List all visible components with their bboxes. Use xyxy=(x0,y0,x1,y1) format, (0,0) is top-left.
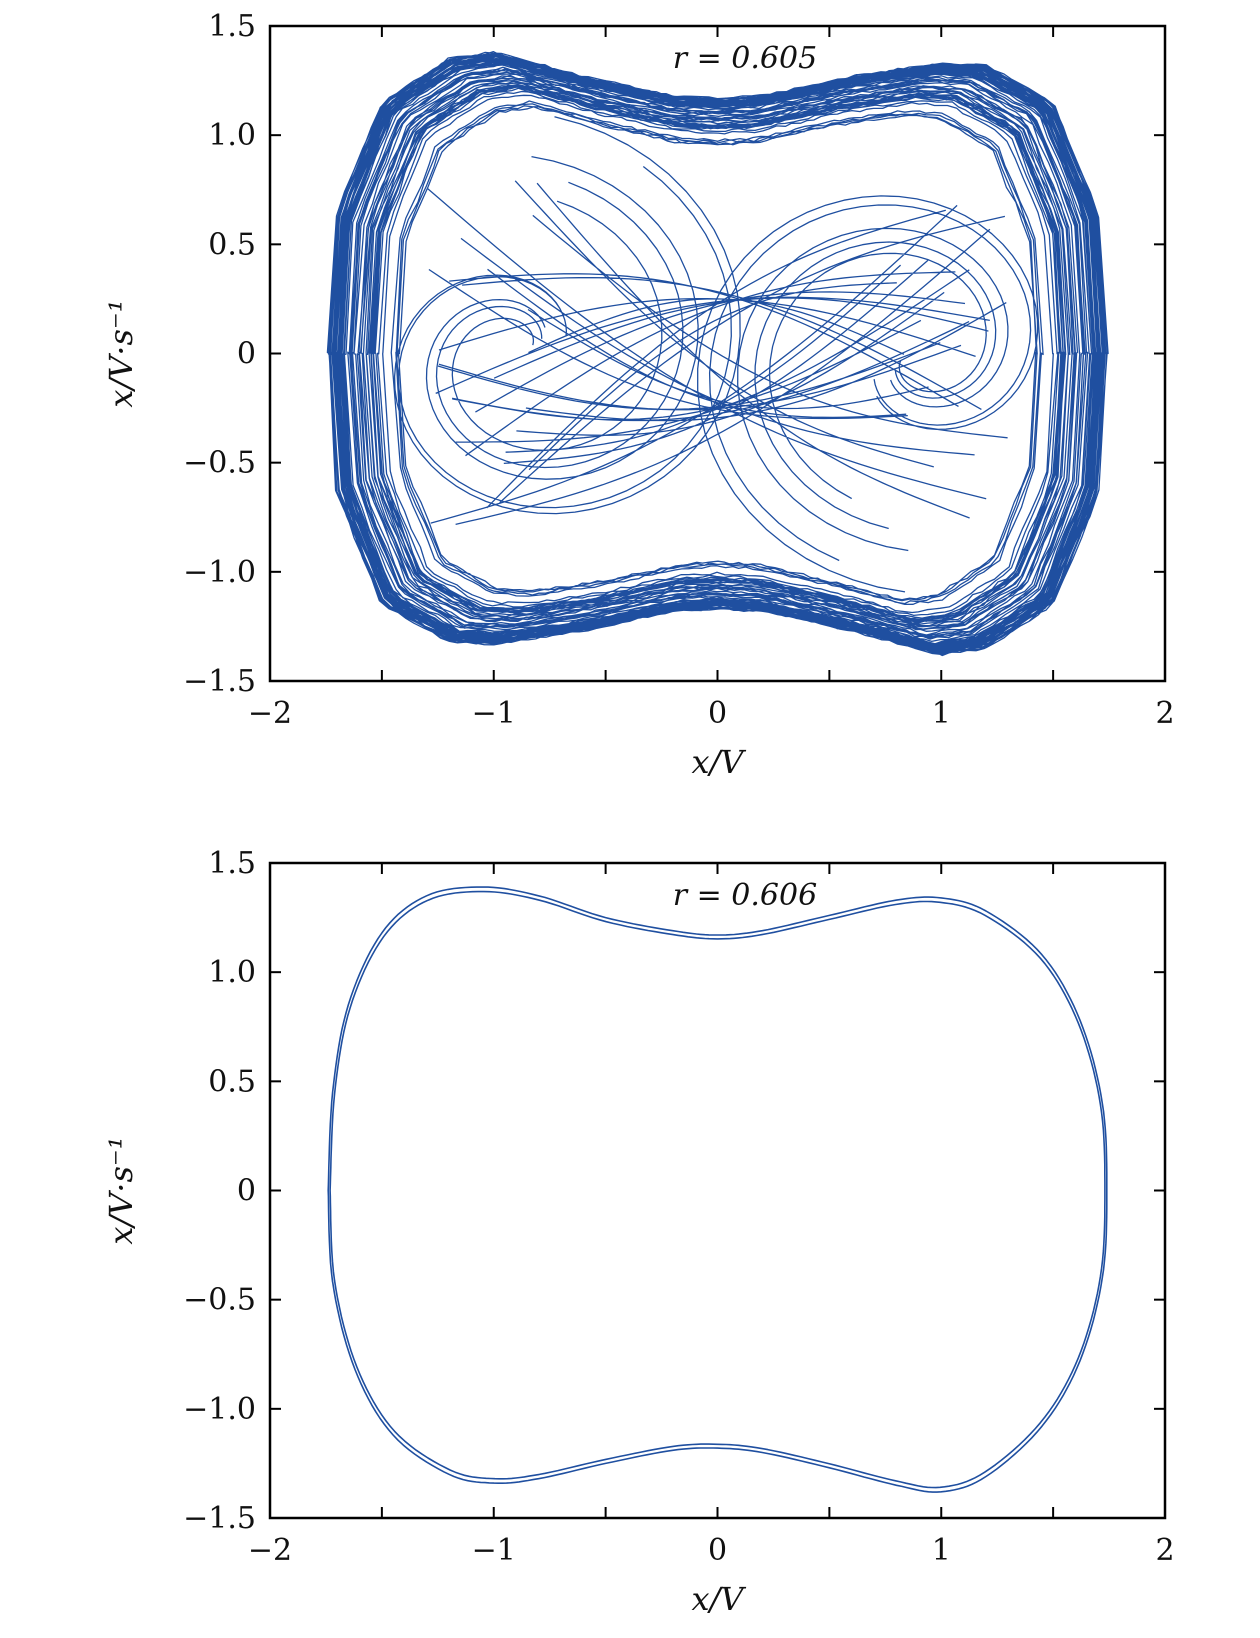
chart-top: −2 −1 0 1 2 −1.5 −1.0 −0.5 0 0.5 1.0 1.5 r = 0.605 x/… xyxy=(102,9,1175,781)
y-tick-label: 1.0 xyxy=(208,955,256,990)
x-tick-label: 2 xyxy=(1155,1533,1174,1568)
y-tick-label: 0.5 xyxy=(208,1064,256,1099)
y-tick-label: 0 xyxy=(237,337,256,372)
x-axis-label: x/V xyxy=(692,1580,747,1618)
y-tick-label: −0.5 xyxy=(183,1283,256,1318)
y-axis-label: x/V·s⁻¹ xyxy=(102,299,140,407)
chart-bottom: −2 −1 0 1 2 −1.5 −1.0 −0.5 0 0.5 1.0 1.5 r = 0.606 x/… xyxy=(102,846,1175,1618)
parameter-annotation: r = 0.605 xyxy=(673,41,817,76)
x-tick-label: 1 xyxy=(932,696,951,731)
x-tick-label: 0 xyxy=(708,1533,727,1568)
x-tick-label: −2 xyxy=(248,1533,292,1568)
x-axis-label: x/V xyxy=(692,743,747,781)
y-tick-label: 1.5 xyxy=(208,846,256,881)
x-tick-label: 1 xyxy=(932,1533,951,1568)
x-tick-label: 0 xyxy=(708,696,727,731)
plot-area xyxy=(326,50,1109,657)
y-axis-label: x/V·s⁻¹ xyxy=(102,1136,140,1244)
y-tick-label: −0.5 xyxy=(183,446,256,481)
y-tick-label: −1.0 xyxy=(183,555,256,590)
y-tick-label: 1.5 xyxy=(208,9,256,44)
y-tick-label: 1.0 xyxy=(208,118,256,153)
trajectory-series xyxy=(326,50,1109,657)
y-tick-label: −1.0 xyxy=(183,1392,256,1427)
x-tick-label: −1 xyxy=(472,696,516,731)
plot-area xyxy=(327,886,1108,1493)
x-tick-label: −1 xyxy=(472,1533,516,1568)
plot-frame xyxy=(268,861,1167,1520)
x-tick-label: 2 xyxy=(1155,696,1174,731)
y-tick-label: −1.5 xyxy=(183,1501,256,1536)
parameter-annotation: r = 0.606 xyxy=(673,878,817,913)
y-tick-label: 0 xyxy=(237,1174,256,1209)
y-tick-label: 0.5 xyxy=(208,227,256,262)
trajectory-series xyxy=(327,886,1108,1493)
x-tick-label: −2 xyxy=(248,696,292,731)
y-tick-label: −1.5 xyxy=(183,664,256,699)
